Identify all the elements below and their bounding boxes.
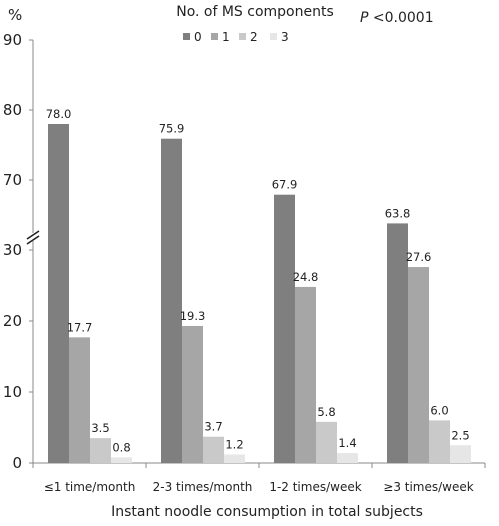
- y-tick-label: 90: [3, 31, 22, 49]
- bar-series-1: [182, 325, 203, 463]
- bar-series-2: [90, 438, 111, 463]
- bar-series-3: [450, 445, 471, 463]
- x-tick-labels: ≤1 time/month 2-3 times/month 1-2 times/we…: [44, 480, 474, 494]
- data-label: 24.8: [293, 270, 319, 284]
- x-tick-label: 2-3 times/month: [153, 480, 253, 494]
- data-label: 3.7: [204, 420, 222, 434]
- y-tick-label: 30: [3, 241, 22, 259]
- bar-series-0: [48, 124, 69, 463]
- legend-label: 3: [281, 30, 289, 44]
- y-axis-unit-label: %: [8, 6, 22, 24]
- y-tick-labels: 0 10 20 30 70 80 90: [3, 31, 22, 472]
- bar-series-1: [408, 267, 429, 463]
- legend-label: 2: [250, 30, 258, 44]
- data-label: 17.7: [67, 320, 93, 334]
- legend-label: 1: [222, 30, 230, 44]
- y-tick-label: 20: [3, 312, 22, 330]
- x-axis-label: Instant noodle consumption in total subj…: [111, 504, 423, 520]
- data-label: 3.5: [91, 421, 109, 435]
- data-label: 19.3: [180, 309, 206, 323]
- x-tick-label: 1-2 times/week: [269, 480, 361, 494]
- y-tick-label: 10: [3, 383, 22, 401]
- x-tick-label: ≤1 time/month: [44, 480, 136, 494]
- axis-break-mark: [26, 230, 40, 245]
- p-value-annotation: P <0.0001: [360, 10, 434, 26]
- legend-swatch-0: [183, 33, 190, 40]
- data-label: 6.0: [430, 403, 448, 417]
- bar-series-2: [203, 436, 224, 463]
- legend-swatch-3: [270, 33, 277, 40]
- bar-series-1: [295, 286, 316, 463]
- legend-swatch-2: [239, 33, 246, 40]
- x-tick-label: ≥3 times/week: [383, 480, 473, 494]
- data-label: 63.8: [385, 206, 411, 220]
- p-value-text: <0.0001: [368, 10, 433, 26]
- data-label: 0.8: [112, 440, 130, 454]
- bar-series-3: [337, 453, 358, 463]
- bar-series-2: [316, 421, 337, 463]
- p-symbol: P: [360, 10, 369, 26]
- data-labels: 78.0 17.7 3.50.8 75.9 19.3 3.71.2 67.9 24.8 5.8 1…: [46, 107, 470, 454]
- data-label: 5.8: [317, 405, 335, 419]
- y-tick-label: 80: [3, 101, 22, 119]
- data-label: 67.9: [272, 178, 298, 192]
- y-tick-label: 70: [3, 171, 22, 189]
- bar-series-0: [274, 194, 295, 463]
- legend-label: 0: [194, 30, 202, 44]
- data-label: 2.5: [451, 428, 469, 442]
- chart-title: No. of MS components: [176, 4, 334, 20]
- legend-swatch-1: [211, 33, 218, 40]
- data-label: 75.9: [159, 122, 185, 136]
- y-tick-label: 0: [12, 454, 22, 472]
- bar-series-3: [224, 454, 245, 463]
- data-label: 78.0: [46, 107, 72, 121]
- data-label: 27.6: [406, 250, 432, 264]
- bar-series-2: [429, 420, 450, 463]
- bar-series-0: [387, 223, 408, 463]
- bar-series-3: [111, 457, 132, 463]
- bars: [48, 124, 471, 463]
- data-label: 1.2: [225, 437, 243, 451]
- bar-series-0: [161, 138, 182, 463]
- legend: 0 1 2 3: [183, 30, 289, 44]
- bar-series-1: [69, 337, 90, 463]
- data-label: 1.4: [338, 436, 356, 450]
